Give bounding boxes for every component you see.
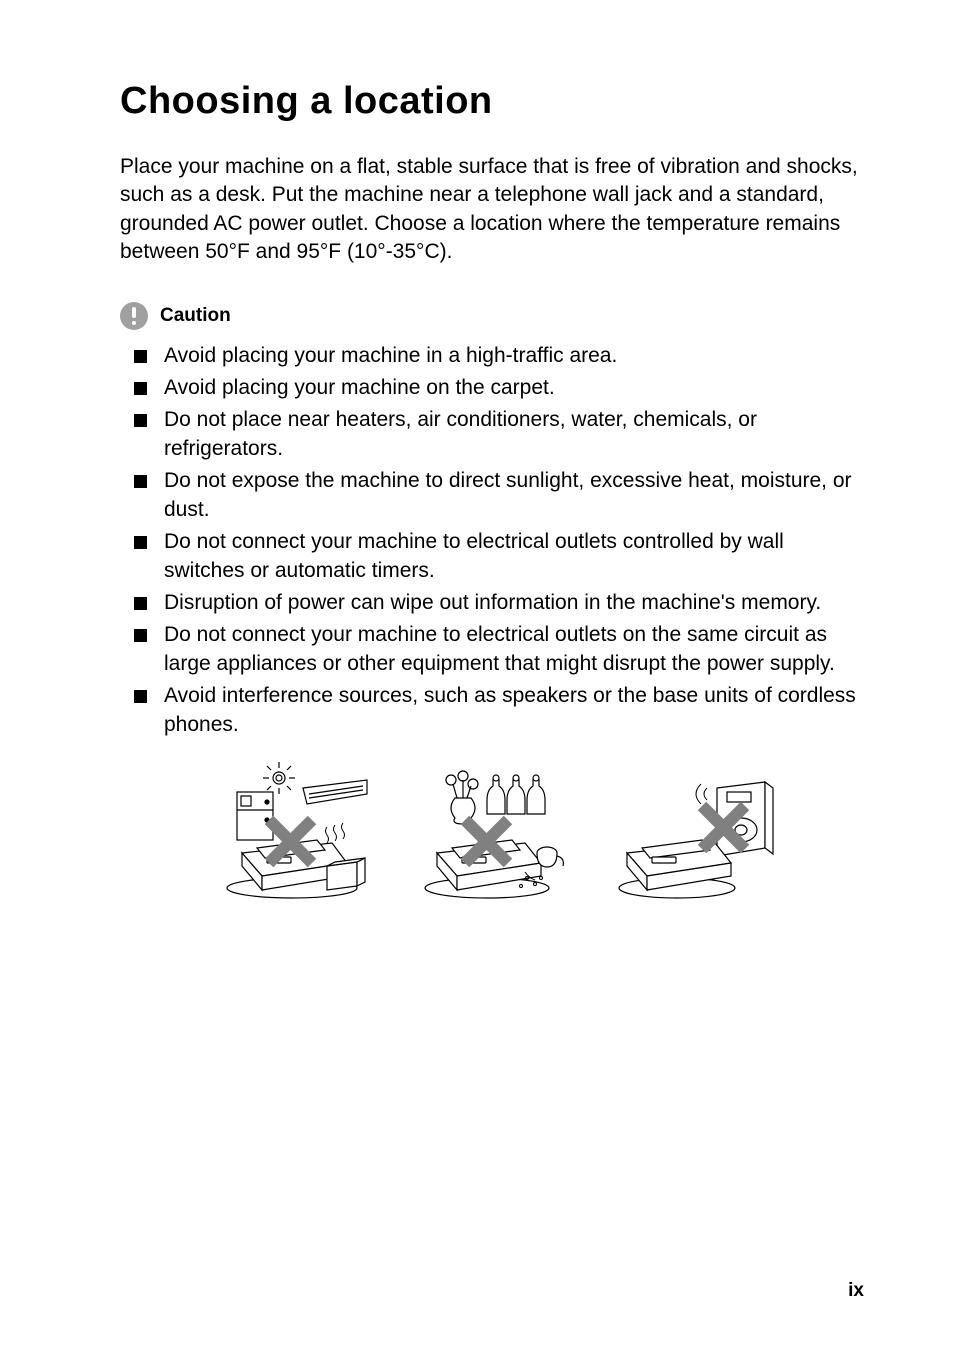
list-item: Do not connect your machine to electrica… bbox=[128, 528, 864, 586]
caution-icon bbox=[120, 302, 148, 330]
caution-heading-row: Caution bbox=[120, 302, 864, 330]
illustration-row bbox=[120, 758, 864, 928]
illustration-heat-sun bbox=[207, 758, 377, 928]
list-item: Disruption of power can wipe out informa… bbox=[128, 589, 864, 618]
list-item: Do not expose the machine to direct sunl… bbox=[128, 467, 864, 525]
intro-paragraph: Place your machine on a flat, stable sur… bbox=[120, 153, 864, 266]
list-item: Do not connect your machine to electrica… bbox=[128, 621, 864, 679]
caution-label: Caution bbox=[160, 305, 231, 327]
illustration-interference bbox=[607, 758, 777, 928]
caution-list: Avoid placing your machine in a high-tra… bbox=[128, 342, 864, 740]
list-item: Do not place near heaters, air condition… bbox=[128, 406, 864, 464]
document-page: Choosing a location Place your machine o… bbox=[0, 0, 954, 1352]
list-item: Avoid placing your machine in a high-tra… bbox=[128, 342, 864, 371]
list-item: Avoid placing your machine on the carpet… bbox=[128, 374, 864, 403]
page-title: Choosing a location bbox=[120, 80, 864, 123]
illustration-water-chemicals bbox=[407, 758, 577, 928]
page-number: ix bbox=[848, 1280, 864, 1302]
list-item: Avoid interference sources, such as spea… bbox=[128, 682, 864, 740]
